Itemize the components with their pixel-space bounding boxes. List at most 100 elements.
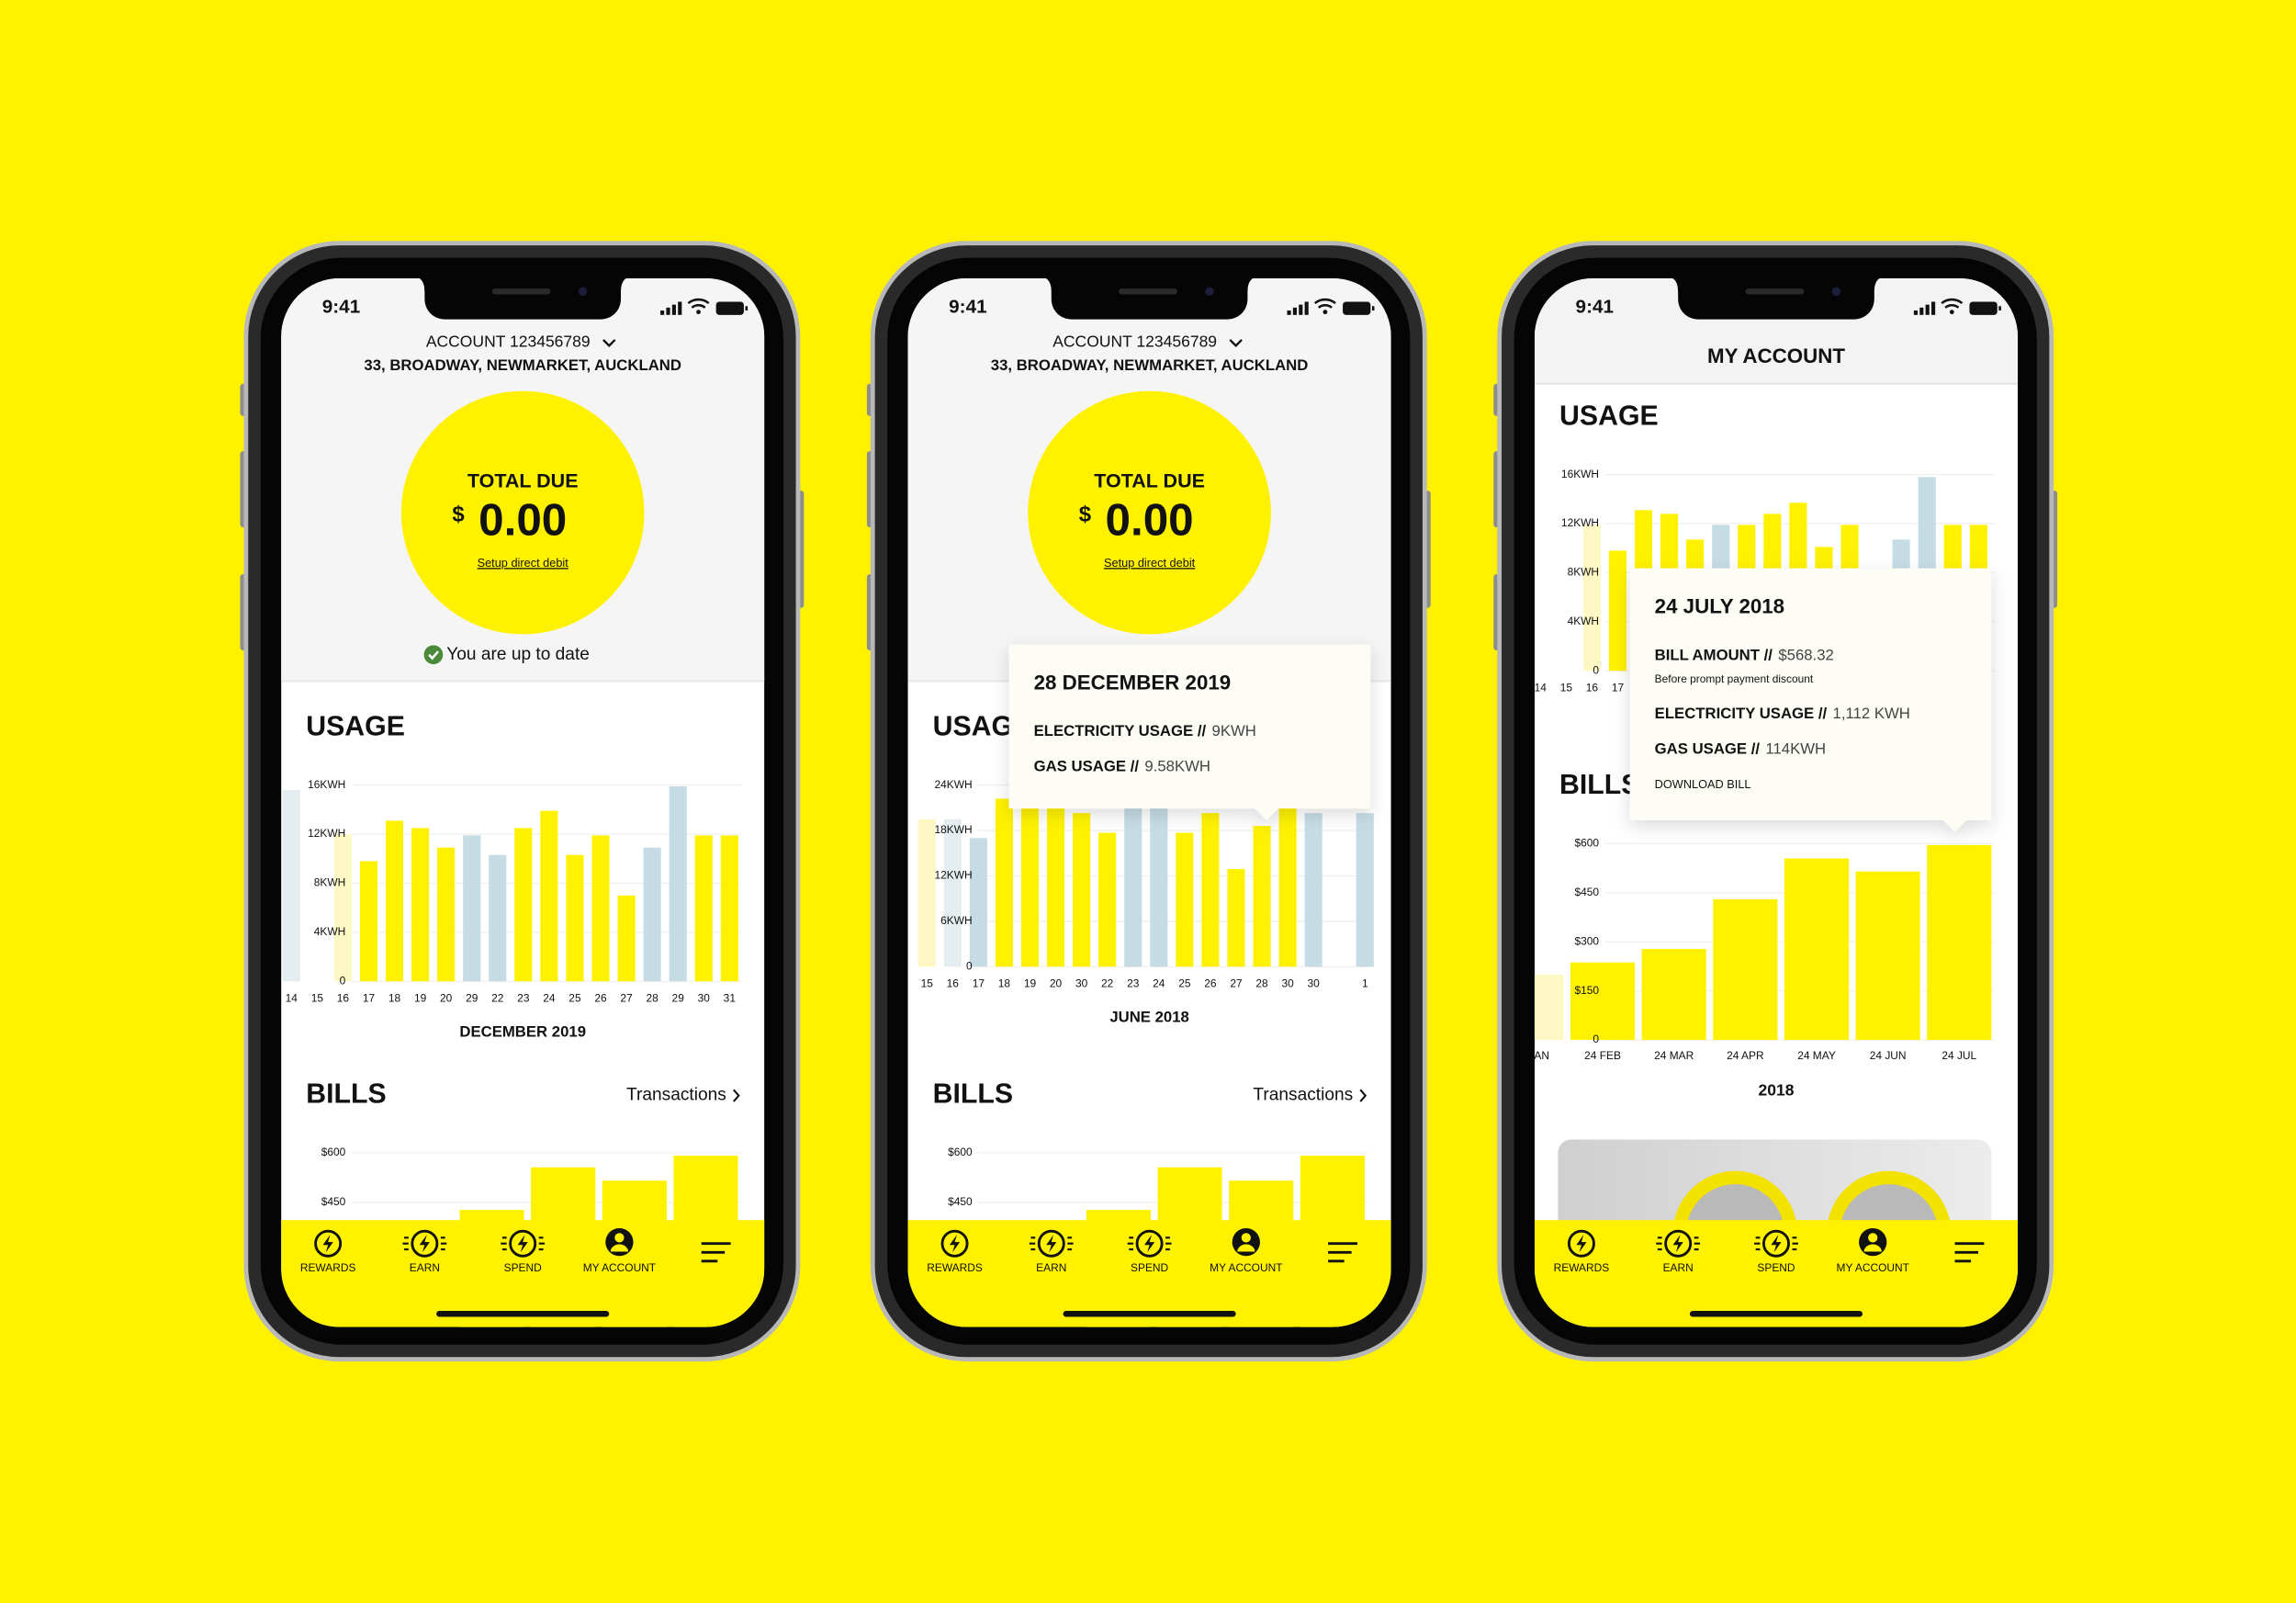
bar	[1278, 807, 1297, 967]
direct-debit-link[interactable]: Setup direct debit	[478, 556, 569, 570]
transactions-link[interactable]: Transactions	[1253, 1086, 1353, 1105]
x-tick-label: 24 APR	[1727, 1049, 1764, 1062]
tooltip-title: 24 JULY 2018	[1655, 595, 1784, 618]
bills-title: BILLS	[1559, 770, 1639, 800]
x-tick-label: 24 FEB	[1584, 1049, 1621, 1062]
nav-item[interactable]: EARN	[1656, 1229, 1701, 1274]
transactions-link[interactable]: Transactions	[626, 1086, 726, 1105]
signal-bar	[666, 307, 670, 315]
bar	[514, 828, 533, 982]
bar	[1046, 807, 1065, 967]
wifi-dot	[1949, 310, 1954, 315]
x-tick-label: 24	[1153, 977, 1165, 990]
y-tick-label: $150	[1575, 984, 1600, 997]
x-tick-label: 22	[1101, 977, 1114, 990]
nav-item[interactable]: EARN	[402, 1229, 447, 1274]
nav-icon-ring	[1135, 1229, 1164, 1258]
x-tick-label: 23	[517, 992, 530, 1005]
y-tick-label: 24KWH	[935, 778, 973, 791]
x-tick-label: 25	[568, 992, 581, 1005]
nav-item[interactable]: REWARDS	[300, 1229, 356, 1274]
nav-icon-ring	[940, 1229, 969, 1258]
signal-bar	[1292, 307, 1297, 315]
battery-nub	[745, 306, 748, 311]
nav-icon-motion	[1656, 1236, 1662, 1251]
nav-item[interactable]: MY ACCOUNT	[1837, 1227, 1910, 1274]
y-tick-label: 16KWH	[1561, 468, 1599, 480]
nav-icon-bolt	[1046, 1235, 1057, 1253]
signal-bar	[1925, 304, 1930, 315]
tooltip-row-value: $568.32	[1778, 647, 1833, 664]
nav-item[interactable]: REWARDS	[927, 1229, 983, 1274]
x-tick-label: 27	[1230, 977, 1243, 990]
x-tick-label: 29	[466, 992, 478, 1005]
signal-bar	[1930, 301, 1936, 315]
transactions-chevron	[1359, 1089, 1367, 1102]
x-tick-label: 18	[998, 977, 1011, 990]
bar	[917, 818, 936, 967]
nav-label: EARN	[1036, 1261, 1066, 1274]
wifi-dot	[696, 310, 701, 315]
phone: MY ACCOUNT USAGE 0 4KWH 8KWH 12KWH 16KWH 14 15 16…	[1493, 241, 2058, 1362]
menu-icon[interactable]	[1954, 1242, 1985, 1263]
signal-bar	[678, 301, 682, 315]
x-tick-label: 24 MAR	[1654, 1049, 1694, 1062]
bar	[411, 828, 430, 982]
nav-item[interactable]: SPEND	[501, 1229, 546, 1274]
currency: $	[1079, 502, 1091, 527]
y-tick-label: $450	[948, 1195, 973, 1208]
phone: ACCOUNT 123456789 33, BROADWAY, NEWMARKET…	[240, 241, 805, 1362]
bar	[694, 835, 713, 982]
menu-icon[interactable]	[1328, 1242, 1357, 1263]
x-tick-label: 23	[1127, 977, 1140, 990]
download-bill-link[interactable]: DOWNLOAD BILL	[1655, 777, 1751, 791]
nav-item[interactable]: EARN	[1029, 1229, 1074, 1274]
nav-label: MY ACCOUNT	[1210, 1261, 1283, 1274]
y-tick-label: $450	[321, 1195, 346, 1208]
nav-icon-motion	[1754, 1236, 1761, 1251]
x-tick-label: 24 MAY	[1797, 1049, 1836, 1062]
bills-title: BILLS	[306, 1079, 386, 1110]
account-number: ACCOUNT 123456789	[426, 333, 591, 351]
screen: ACCOUNT 123456789 33, BROADWAY, NEWMARKET…	[281, 277, 765, 1327]
nav-label: EARN	[1663, 1261, 1694, 1274]
bar	[1713, 898, 1778, 1041]
y-tick-label: 8KWH	[314, 876, 345, 889]
y-tick-label: 12KWH	[308, 827, 345, 840]
address: 33, BROADWAY, NEWMARKET, AUCKLAND	[991, 356, 1309, 374]
x-tick-label: 25	[1178, 977, 1191, 990]
header-title: MY ACCOUNT	[1707, 344, 1845, 367]
speaker	[491, 288, 551, 295]
tooltip-title: 28 DECEMBER 2019	[1034, 672, 1232, 694]
amount: 0.00	[1106, 494, 1194, 545]
nav-icon-motion	[1165, 1236, 1172, 1251]
nav-item[interactable]: SPEND	[1127, 1229, 1172, 1274]
signal-bar	[1913, 310, 1919, 315]
nav-label: MY ACCOUNT	[1837, 1261, 1910, 1274]
nav-icon-motion	[1029, 1236, 1036, 1251]
bar	[969, 838, 987, 967]
tooltip-row-label: BILL AMOUNT //	[1655, 647, 1773, 664]
direct-debit-link[interactable]: Setup direct debit	[1104, 556, 1196, 570]
nav-item[interactable]: REWARDS	[1554, 1229, 1610, 1274]
bar	[333, 834, 352, 982]
nav-item[interactable]: SPEND	[1754, 1229, 1798, 1274]
wifi-dot	[1322, 310, 1328, 315]
nav-label: SPEND	[1131, 1261, 1169, 1274]
account-chevron[interactable]	[1229, 339, 1243, 347]
y-tick-label: $600	[321, 1146, 346, 1158]
nav-item[interactable]: MY ACCOUNT	[583, 1227, 657, 1274]
bar	[282, 789, 300, 982]
nav-item[interactable]: MY ACCOUNT	[1210, 1227, 1283, 1274]
x-tick-label: 28	[1255, 977, 1268, 990]
account-chevron[interactable]	[602, 339, 616, 347]
nav-label: REWARDS	[1554, 1261, 1610, 1274]
bar	[1073, 813, 1091, 967]
bar	[1356, 813, 1374, 967]
nav-icon-bolt	[419, 1235, 430, 1253]
nav-icon-bolt	[517, 1235, 528, 1253]
menu-icon[interactable]	[701, 1242, 731, 1263]
x-tick-label: 28	[646, 992, 658, 1005]
bar	[1253, 826, 1271, 967]
x-tick-label: 16	[337, 992, 350, 1005]
